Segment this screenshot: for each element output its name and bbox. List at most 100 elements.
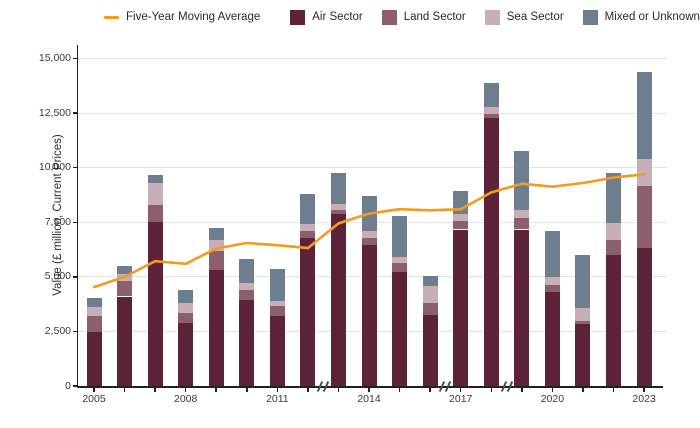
y-axis-tick	[73, 330, 78, 333]
bar-segment-mixed-or-unknown-2011	[269, 269, 285, 301]
y-axis-tick-label: 10,000	[38, 161, 71, 174]
bar-segment-land-sector-2022	[606, 240, 622, 256]
x-axis-tick	[337, 387, 340, 392]
x-axis-tick	[123, 387, 126, 392]
bar-segment-land-sector-2023	[636, 186, 652, 249]
bar-segment-air-sector-2015	[392, 272, 408, 386]
y-axis-tick	[73, 166, 78, 169]
legend-label: Sea Sector	[506, 11, 564, 23]
bar-segment-mixed-or-unknown-2006	[117, 265, 133, 274]
bar-segment-mixed-or-unknown-2014	[361, 196, 377, 232]
bar-segment-sea-sector-2006	[117, 273, 133, 282]
bar-segment-land-sector-2015	[392, 262, 408, 273]
bar-segment-mixed-or-unknown-2008	[178, 290, 194, 304]
bar-segment-land-sector-2006	[117, 281, 133, 297]
x-axis-tick	[276, 387, 279, 392]
bar-segment-air-sector-2008	[178, 323, 194, 386]
bar-segment-sea-sector-2020	[544, 277, 560, 285]
bar-segment-sea-sector-2012	[300, 224, 316, 232]
bar-segment-sea-sector-2017	[453, 214, 469, 222]
bar-segment-air-sector-2018	[483, 117, 499, 386]
legend-item-sea-sector: Sea Sector	[484, 9, 564, 25]
bar-segment-mixed-or-unknown-2013	[330, 172, 346, 204]
y-axis-tick	[73, 276, 78, 278]
bar-segment-mixed-or-unknown-2009	[208, 227, 224, 241]
x-axis-tick	[582, 387, 584, 392]
moving-average-line-swatch	[104, 15, 119, 19]
bar-segment-sea-sector-2007	[147, 183, 163, 205]
bar-segment-mixed-or-unknown-2015	[392, 216, 408, 257]
bar-segment-land-sector-2017	[453, 221, 469, 230]
bar-segment-mixed-or-unknown-2007	[147, 175, 163, 184]
bar-segment-air-sector-2014	[361, 244, 377, 386]
bar-segment-land-sector-2016	[422, 303, 438, 315]
bar-segment-mixed-or-unknown-2018	[483, 83, 499, 108]
legend-label: Air Sector	[312, 11, 363, 23]
chart-legend: Five-Year Moving Average Air Sector Land S…	[104, 8, 700, 26]
bar-segment-air-sector-2017	[453, 229, 469, 386]
x-axis-tick	[643, 387, 645, 392]
bar-segment-sea-sector-2005	[86, 306, 102, 317]
bar-segment-mixed-or-unknown-2012	[300, 194, 316, 225]
x-axis-spine	[76, 386, 663, 388]
bar-segment-sea-sector-2015	[392, 256, 408, 263]
x-axis-tick	[93, 387, 95, 392]
bar-segment-air-sector-2016	[422, 314, 438, 386]
bar-segment-mixed-or-unknown-2022	[606, 173, 622, 224]
bar-segment-mixed-or-unknown-2021	[575, 254, 591, 309]
bar-segment-air-sector-2022	[606, 255, 622, 386]
bar-segment-air-sector-2011	[269, 316, 285, 386]
bar-segment-air-sector-2006	[117, 296, 133, 386]
gridline	[78, 112, 667, 114]
bar-segment-sea-sector-2021	[575, 308, 591, 321]
bar-segment-land-sector-2020	[544, 284, 560, 293]
legend-swatch	[484, 9, 500, 25]
bar-segment-sea-sector-2022	[606, 223, 622, 241]
y-axis-tick-label: 15,000	[38, 52, 71, 65]
legend-item-air-sector: Air Sector	[290, 9, 363, 25]
x-axis-tick	[215, 387, 217, 392]
x-axis-tick	[398, 387, 401, 392]
bar-segment-air-sector-2010	[239, 300, 255, 386]
bar-segment-sea-sector-2016	[422, 286, 438, 304]
bar-segment-sea-sector-2011	[269, 300, 285, 306]
bar-segment-land-sector-2014	[361, 238, 377, 245]
gridline	[78, 58, 667, 60]
y-axis-tick-label: 12,500	[38, 106, 71, 119]
y-axis-tick	[73, 385, 78, 387]
bar-segment-sea-sector-2013	[330, 203, 346, 210]
x-axis-tick	[490, 387, 493, 392]
bar-segment-mixed-or-unknown-2020	[544, 231, 560, 278]
bar-segment-mixed-or-unknown-2023	[636, 71, 652, 159]
x-axis-tick-label: 2023	[632, 393, 656, 405]
legend-swatch	[290, 9, 306, 25]
legend-item-land-sector: Land Sector	[381, 9, 466, 25]
y-axis-tick	[73, 57, 78, 60]
legend-label: Land Sector	[403, 11, 466, 23]
legend-label: Five-Year Moving Average	[126, 11, 261, 23]
bar-segment-mixed-or-unknown-2016	[422, 275, 438, 287]
bar-segment-land-sector-2005	[86, 316, 102, 333]
y-axis-tick	[73, 112, 78, 114]
x-axis-tick-label: 2011	[266, 393, 289, 405]
bar-segment-land-sector-2009	[208, 251, 224, 271]
x-axis-tick	[429, 387, 431, 392]
x-axis-tick-label: 2008	[173, 393, 198, 405]
bar-segment-air-sector-2009	[208, 270, 224, 386]
bar-segment-air-sector-2007	[147, 222, 163, 386]
bar-segment-air-sector-2019	[514, 229, 530, 386]
bar-segment-air-sector-2013	[330, 213, 346, 386]
bar-segment-air-sector-2005	[86, 332, 102, 386]
x-axis-tick	[184, 387, 187, 392]
bar-segment-sea-sector-2019	[514, 210, 530, 218]
bar-segment-sea-sector-2023	[636, 159, 652, 187]
x-axis-tick	[459, 387, 462, 392]
bar-segment-air-sector-2023	[636, 248, 652, 386]
legend-swatch	[381, 9, 397, 25]
x-axis-tick	[368, 387, 370, 392]
bar-segment-sea-sector-2010	[239, 282, 255, 291]
bar-segment-land-sector-2021	[575, 320, 591, 324]
x-axis-tick-label: 2014	[357, 393, 381, 405]
